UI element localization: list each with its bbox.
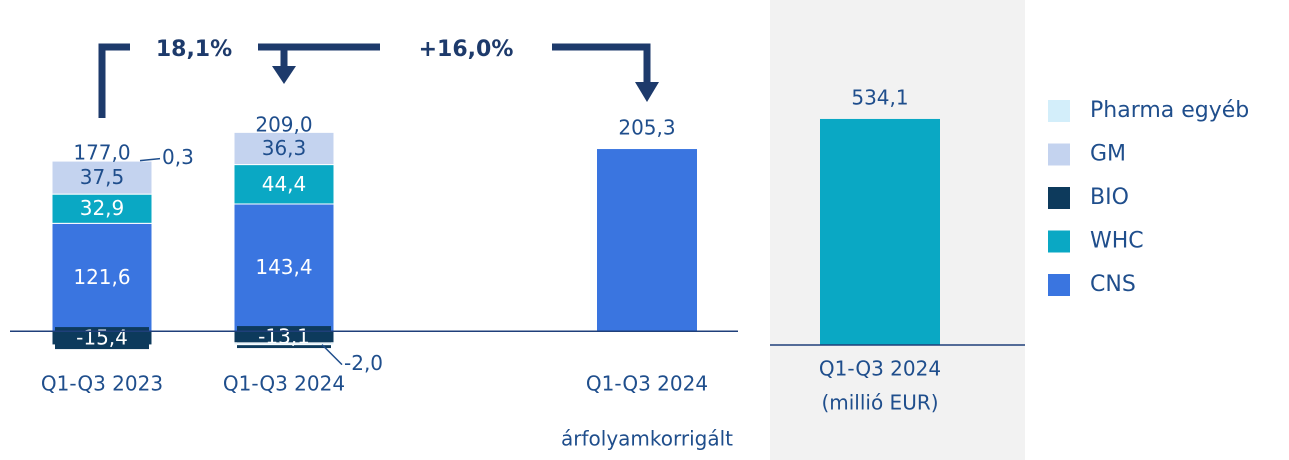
x-tick-label: Q1-Q3 2023	[41, 372, 163, 396]
value-label: 44,4	[262, 172, 307, 196]
bar	[820, 118, 940, 346]
legend-swatch	[1048, 230, 1070, 253]
value-label: 534,1	[851, 85, 908, 109]
arrow	[552, 43, 651, 86]
annotation: 18,1%	[156, 37, 232, 62]
value-label: 37,5	[80, 165, 125, 189]
legend-label: CNS	[1090, 272, 1136, 297]
legend-swatch	[1048, 274, 1070, 296]
legend-swatch	[1048, 187, 1070, 209]
legend-swatch	[1048, 143, 1070, 166]
bar-segment	[233, 131, 335, 166]
x-tick-label: Q1-Q3 2024	[819, 357, 941, 381]
annotation: +16,0%	[419, 37, 514, 62]
total-label: 177,0	[73, 141, 130, 165]
legend-label: GM	[1090, 142, 1126, 167]
bar-segment	[51, 160, 153, 162]
legend-swatch	[1048, 100, 1070, 122]
x-tick-label: Q1-Q3 2024	[586, 372, 708, 396]
x-tick-label: Q1-Q3 2024	[223, 372, 345, 396]
bracket	[98, 43, 130, 118]
total-label: 209,0	[255, 112, 312, 136]
value-label: 143,4	[255, 255, 312, 279]
arrow-head	[272, 66, 296, 84]
legend-label: WHC	[1090, 229, 1144, 254]
leader-line	[321, 344, 343, 366]
legend-label: BIO	[1090, 185, 1129, 210]
bar	[597, 149, 697, 332]
arrow-head	[635, 82, 659, 102]
unit-label: (millió EUR)	[821, 391, 938, 415]
legend-label: Pharma egyéb	[1090, 98, 1249, 123]
value-label: 121,6	[73, 265, 130, 289]
label-background	[55, 327, 149, 350]
value-label: 36,3	[262, 136, 307, 160]
bar-segment	[233, 164, 335, 205]
bar-segment	[51, 193, 153, 224]
bar-segment	[51, 160, 153, 195]
value-label: 32,9	[80, 196, 125, 220]
value-label: -15,4	[76, 326, 128, 350]
growth-arrows	[98, 43, 651, 118]
leader-line	[139, 157, 161, 162]
bar-segment	[233, 342, 335, 346]
value-label: 0,3	[162, 145, 194, 169]
value-label: -2,0	[344, 351, 383, 375]
category-note: árfolyamkorrigált	[561, 427, 733, 451]
total-label: 205,3	[618, 116, 675, 140]
